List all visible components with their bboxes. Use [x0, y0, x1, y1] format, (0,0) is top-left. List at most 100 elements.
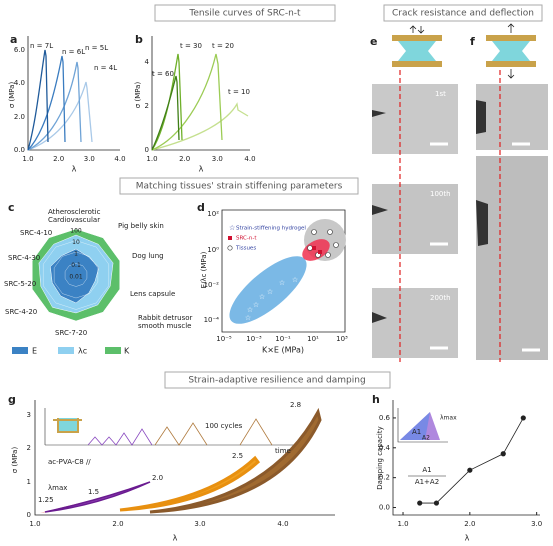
curve-label: t = 30	[180, 42, 202, 50]
legend-label: E	[32, 347, 37, 356]
x-tick-label: 1.0	[397, 520, 408, 528]
curve	[151, 102, 249, 151]
x-tick-label: 3.0	[531, 520, 542, 528]
x-tick-label: 4.0	[277, 520, 288, 528]
legend-swatch	[58, 347, 74, 354]
curve	[151, 53, 223, 151]
x-tick-label: 2.0	[53, 155, 64, 163]
axis-label: SRC-4-20	[5, 308, 37, 316]
x-tick-label: 2.0	[464, 520, 475, 528]
panel-label: h	[372, 393, 380, 406]
point	[417, 500, 423, 506]
axis-label: Atherosclerotic	[48, 208, 101, 216]
axis-label: Rabbit detrusor	[138, 314, 193, 322]
x-axis-label: λ	[72, 165, 77, 174]
x-tick-label: 2.0	[179, 155, 190, 163]
y-axis-label: σ (MPa)	[11, 447, 19, 474]
y-tick-label: 0	[27, 511, 31, 519]
ring-label: 100	[70, 228, 82, 235]
curve-label: n = 6L	[62, 48, 85, 56]
x-tick-label: 3.0	[84, 155, 95, 163]
y-axis-label: σ (MPa)	[8, 82, 16, 109]
ring	[42, 240, 110, 310]
legend-label: SRC-n-t	[236, 236, 257, 242]
axis-label: SRC-4-30	[8, 254, 40, 262]
ring	[64, 263, 88, 287]
y-tick-label: 2.0	[14, 113, 25, 121]
svg-text:☆: ☆	[267, 288, 273, 296]
svg-text:☆: ☆	[245, 314, 251, 322]
curve-label: t = 10	[228, 88, 250, 96]
axis-label: SRC-7-20	[55, 329, 87, 337]
x-tick-label: 4.0	[244, 155, 255, 163]
axis-label: Dog lung	[132, 252, 164, 260]
curve	[27, 49, 49, 151]
axis-label: Pig belly skin	[118, 222, 164, 230]
curve-label: t = 60	[152, 70, 174, 78]
header-box	[383, 4, 543, 22]
x-tick-label: 10⁻¹	[275, 335, 291, 343]
y-axis-label: σ (MPa)	[134, 82, 142, 109]
axis-label: Cardiovascular	[48, 216, 100, 224]
legend-label: λc	[78, 347, 87, 356]
inset-label: 100 cycles	[205, 422, 243, 430]
loop-label: 2.5	[232, 452, 243, 460]
x-tick-label: 3.0	[194, 520, 205, 528]
section-header: Tensile curves of SRC-n-t	[188, 9, 301, 19]
svg-text:☆: ☆	[229, 224, 235, 232]
y-tick-label: 2	[145, 102, 149, 110]
area-e	[50, 248, 100, 304]
panel-label: d	[197, 201, 205, 214]
axis-label: smooth muscle	[138, 322, 191, 330]
y-tick-label: 2	[27, 444, 31, 452]
radar	[32, 228, 120, 322]
x-tick-label: 1.0	[29, 520, 40, 528]
y-tick-label: 4.0	[14, 79, 25, 87]
loop-label: 1.25	[38, 496, 54, 504]
loops	[34, 400, 335, 516]
scatter: ☆☆☆☆☆ ☆☆ ☆	[221, 209, 346, 333]
curve-label: n = 4L	[94, 64, 117, 72]
y-tick-label: 0.0	[379, 504, 390, 512]
legend-swatch	[12, 347, 28, 354]
legend-label: Tissues	[235, 246, 256, 252]
ring	[32, 228, 120, 322]
frame-label: 200th	[430, 294, 451, 302]
lambda-label: λmax	[48, 484, 67, 492]
axis	[392, 400, 540, 516]
y-tick-label: 3	[27, 411, 31, 419]
y-tick-label: 0.6	[379, 414, 391, 422]
x-tick-label: 10⁻³	[246, 335, 262, 343]
svg-text:☆: ☆	[279, 279, 285, 287]
curve	[151, 75, 180, 151]
ring	[53, 251, 99, 299]
panel-label: b	[135, 33, 143, 46]
ring-label: 0.1	[71, 262, 81, 269]
section-header: Crack resistance and deflection	[392, 9, 534, 19]
panel-label: g	[8, 393, 16, 406]
header-box	[154, 4, 336, 22]
y-tick-label: 10⁻²	[204, 281, 220, 289]
point	[500, 451, 506, 457]
curve-label: n = 5L	[85, 44, 108, 52]
ring-label: 0.01	[69, 274, 83, 281]
axis-label: Lens capsule	[130, 290, 175, 298]
header-box	[119, 177, 359, 195]
frame-label: 1st	[435, 90, 446, 98]
y-tick-label: 6.0	[14, 46, 25, 54]
formula: A1	[422, 466, 431, 474]
material-label: ac-PVA-C8 //	[48, 458, 91, 466]
x-axis-label: K×E (MPa)	[262, 346, 304, 355]
inset-label: time	[275, 447, 291, 455]
loop-label: 2.0	[152, 474, 163, 482]
x-tick-label: 10¹	[307, 335, 319, 343]
svg-text:☆: ☆	[247, 306, 253, 314]
inset-label: λmax	[440, 415, 457, 422]
x-axis-label: λ	[465, 534, 470, 543]
panel-label: f	[470, 35, 475, 48]
y-tick-label: 0.4	[379, 444, 391, 452]
section-header: Matching tissues' strain stiffening para…	[136, 182, 343, 192]
curve-label: t = 20	[212, 42, 234, 50]
frame-label: 100th	[430, 190, 451, 198]
